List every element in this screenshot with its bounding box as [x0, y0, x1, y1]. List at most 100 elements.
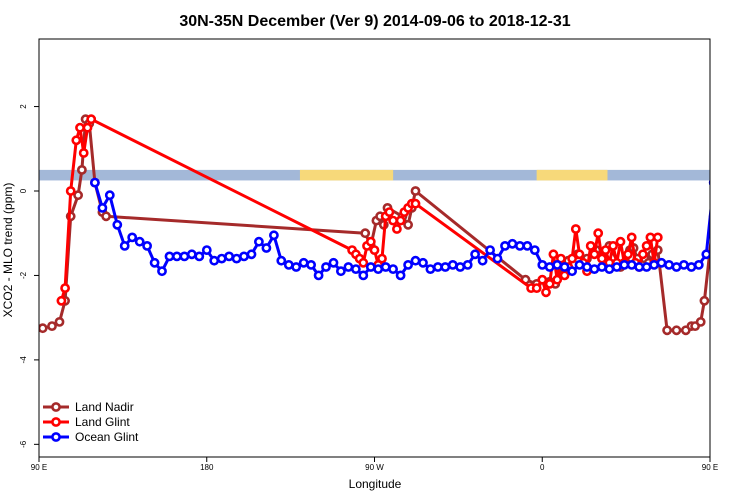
land-glint-point — [377, 253, 387, 264]
chart-title: 30N-35N December (Ver 9) 2014-09-06 to 2… — [179, 13, 570, 30]
ocean-glint-point — [492, 253, 503, 264]
y-tick-label: 0 — [19, 188, 28, 193]
x-axis-label: Longitude — [349, 477, 402, 491]
ocean-glint-point — [425, 264, 436, 274]
ocean-glint-point — [388, 264, 398, 274]
land-glint-point — [574, 249, 585, 260]
legend-item-land-glint: Land Glint — [43, 415, 130, 429]
ocean-glint-point — [462, 259, 473, 270]
land-glint-point — [369, 245, 380, 255]
ocean-glint-point — [470, 249, 480, 260]
ocean-glint-point — [253, 236, 264, 247]
ocean-glint-point — [246, 249, 257, 260]
land-nadir-point — [54, 316, 65, 327]
land-glint-point — [391, 224, 402, 234]
land-glint-point — [78, 148, 89, 158]
ocean-glint-point — [485, 245, 495, 255]
land-glint-point — [82, 122, 93, 133]
land-glint-point — [600, 245, 611, 255]
y-axis: 2 0 -2 -4 -6 — [19, 104, 39, 448]
land-nadir-point — [101, 211, 111, 222]
ocean-glint-point — [544, 262, 555, 272]
x-tick-label: 0 — [540, 463, 545, 472]
land-nadir-point — [73, 190, 83, 201]
x-tick-label: 90 E — [702, 463, 718, 472]
ocean-glint-point — [90, 177, 100, 188]
land-nadir-point — [403, 219, 413, 230]
land-nadir-point — [662, 325, 672, 336]
land-nadir-point — [77, 164, 87, 175]
ocean-glint-point — [410, 255, 421, 266]
land-glint-point — [388, 215, 398, 226]
land-glint-point — [365, 236, 376, 247]
legend-swatch-marker — [51, 417, 61, 427]
land-glint-point — [410, 198, 421, 209]
land-glint-point — [395, 215, 406, 226]
legend-label: Ocean Glint — [75, 430, 139, 444]
x-axis: 90 E 180 90 W 0 90 E — [31, 457, 718, 472]
land-nadir-point — [695, 316, 706, 327]
land-band — [536, 169, 608, 181]
ocean-glint-point — [611, 262, 622, 272]
land-nadir-point — [360, 228, 371, 239]
ocean-glint-point — [142, 240, 152, 251]
ocean-glint-point — [529, 245, 540, 255]
ocean-glint-point — [626, 259, 637, 270]
land-glint-point — [638, 249, 648, 260]
ocean-glint-point — [343, 262, 354, 272]
ocean-glint-point — [641, 262, 652, 272]
ocean-glint-point — [194, 251, 205, 262]
ocean-glint-point — [134, 236, 145, 247]
ocean-glint-point — [157, 266, 167, 277]
ocean-glint-point — [239, 251, 249, 262]
land-glint-point — [358, 257, 369, 268]
land-glint-point — [65, 186, 76, 196]
ocean-glint-point — [559, 262, 570, 272]
ocean-glint-point — [567, 266, 577, 277]
legend-label: Land Glint — [75, 415, 130, 429]
land-glint-point — [384, 207, 395, 217]
land-glint-point — [559, 270, 570, 281]
legend-swatch-marker — [51, 432, 61, 442]
land-nadir-point — [671, 325, 682, 336]
ocean-glint-point — [306, 259, 316, 270]
ocean-glint-point — [679, 259, 689, 270]
land-nadir-point — [410, 186, 421, 196]
ocean-glint-point — [455, 262, 466, 272]
ocean-glint-point — [574, 259, 585, 270]
y-tick-label: 2 — [19, 104, 28, 109]
land-band — [299, 169, 394, 181]
ocean-glint-point — [440, 262, 451, 272]
land-glint-point — [552, 274, 563, 285]
ocean-glint-point — [477, 255, 488, 266]
land-glint-point — [531, 283, 542, 293]
ocean-glint-point — [201, 245, 212, 255]
series-layer — [39, 114, 710, 336]
ocean-glint-point — [358, 270, 369, 281]
ocean-glint-point — [418, 257, 428, 268]
ocean-glint-point — [373, 264, 384, 274]
land-glint-point — [626, 232, 637, 243]
ocean-glint-point — [119, 240, 130, 251]
land-glint-point — [86, 114, 97, 125]
y-axis-label: XCO2 - MLO trend (ppm) — [1, 183, 15, 318]
ocean-glint-point — [701, 249, 710, 260]
land-glint-point — [615, 236, 626, 247]
ocean-glint-point — [209, 255, 220, 266]
land-nadir-point — [699, 295, 710, 306]
land-glint-point — [641, 240, 652, 251]
legend-swatch-marker — [51, 402, 61, 412]
ocean-glint-point — [268, 230, 279, 241]
x-tick-label: 180 — [200, 463, 214, 472]
legend-item-land-nadir: Land Nadir — [43, 400, 134, 414]
land-nadir-point — [47, 321, 57, 331]
land-glint-point — [623, 249, 633, 260]
land-ocean-mask — [39, 169, 710, 181]
ocean-glint-point — [171, 251, 182, 262]
y-tick-label: -6 — [19, 440, 28, 448]
ocean-glint-point — [321, 262, 331, 272]
ocean-glint-point — [276, 255, 287, 266]
ocean-glint-point — [328, 257, 339, 268]
land-glint-point — [544, 278, 555, 289]
